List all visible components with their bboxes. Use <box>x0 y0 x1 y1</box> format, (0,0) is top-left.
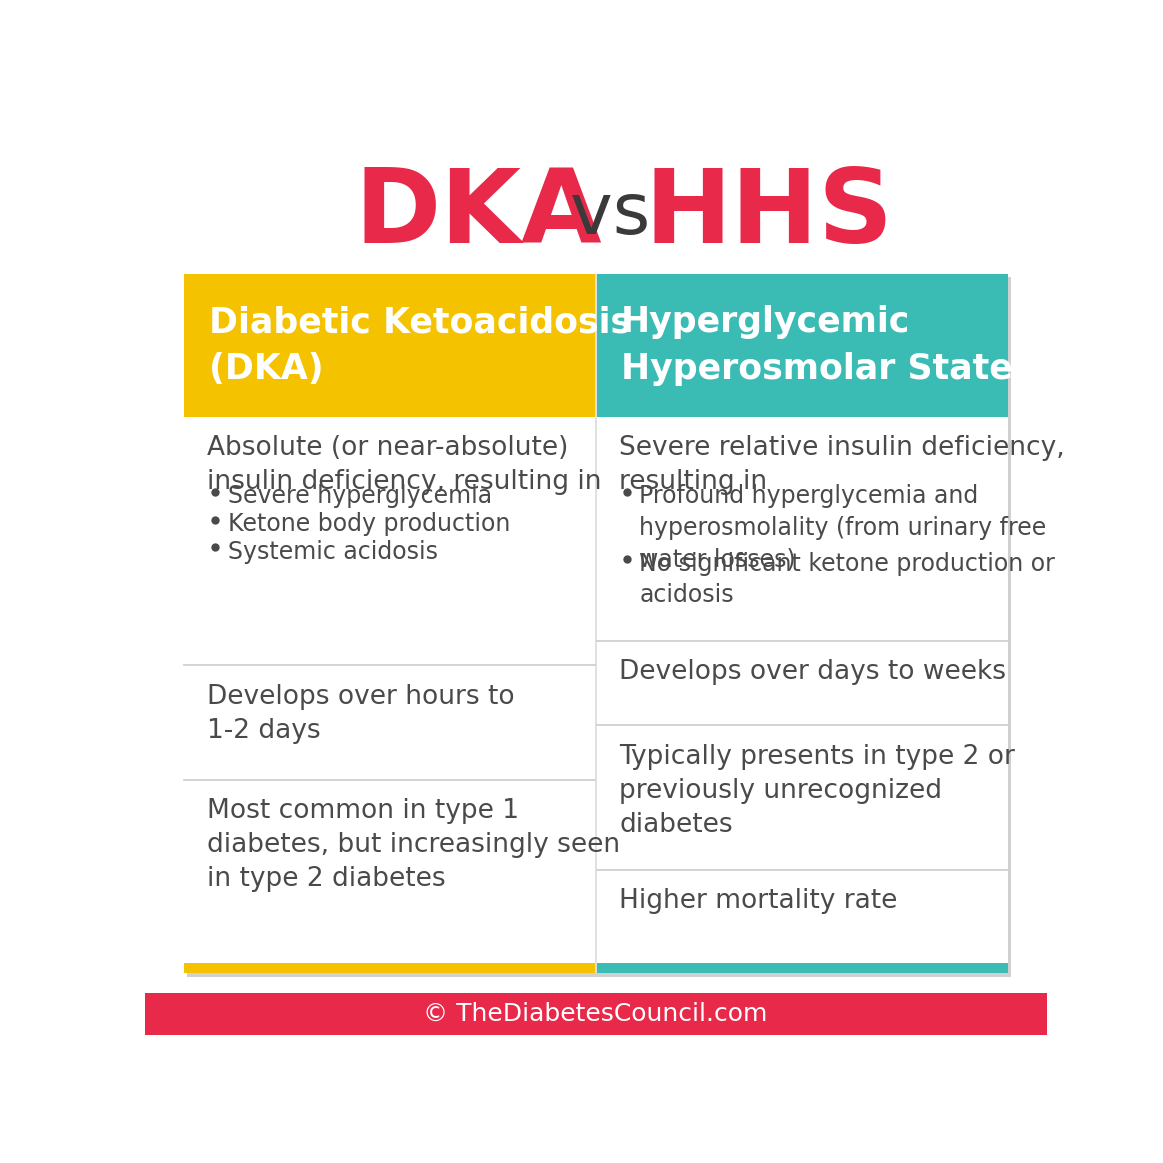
Text: Profound hyperglycemia and
hyperosmolality (from urinary free
water losses): Profound hyperglycemia and hyperosmolali… <box>640 484 1047 571</box>
Text: Typically presents in type 2 or
previously unrecognized
diabetes: Typically presents in type 2 or previous… <box>619 743 1015 837</box>
Bar <box>184 274 1008 973</box>
Text: Hyperglycemic
Hyperosmolar State (HHS): Hyperglycemic Hyperosmolar State (HHS) <box>621 306 1140 386</box>
Text: Ketone body production: Ketone body production <box>228 512 509 536</box>
Bar <box>595 274 597 973</box>
Bar <box>184 963 597 973</box>
Text: Diabetic Ketoacidosis
(DKA): Diabetic Ketoacidosis (DKA) <box>209 306 632 386</box>
Bar <box>597 963 1008 973</box>
Text: Absolute (or near-absolute)
insulin deficiency, resulting in: Absolute (or near-absolute) insulin defi… <box>207 435 602 495</box>
Text: Develops over days to weeks: Develops over days to weeks <box>619 659 1006 685</box>
Bar <box>184 274 597 416</box>
Text: DKA: DKA <box>355 164 602 265</box>
Text: Most common in type 1
diabetes, but increasingly seen
in type 2 diabetes: Most common in type 1 diabetes, but incr… <box>207 798 621 892</box>
Text: Systemic acidosis: Systemic acidosis <box>228 540 437 564</box>
Text: HHS: HHS <box>644 164 893 265</box>
Text: Severe relative insulin deficiency,
resulting in: Severe relative insulin deficiency, resu… <box>619 435 1065 495</box>
Text: Higher mortality rate: Higher mortality rate <box>619 889 898 914</box>
Bar <box>597 274 1008 416</box>
Text: No significant ketone production or
acidosis: No significant ketone production or acid… <box>640 551 1055 607</box>
Text: vs: vs <box>547 180 673 249</box>
Text: Severe hyperglycemia: Severe hyperglycemia <box>228 484 492 508</box>
Bar <box>187 278 1011 977</box>
Text: © TheDiabetesCouncil.com: © TheDiabetesCouncil.com <box>423 1001 768 1026</box>
Bar <box>145 993 1047 1035</box>
Text: Develops over hours to
1-2 days: Develops over hours to 1-2 days <box>207 684 515 743</box>
